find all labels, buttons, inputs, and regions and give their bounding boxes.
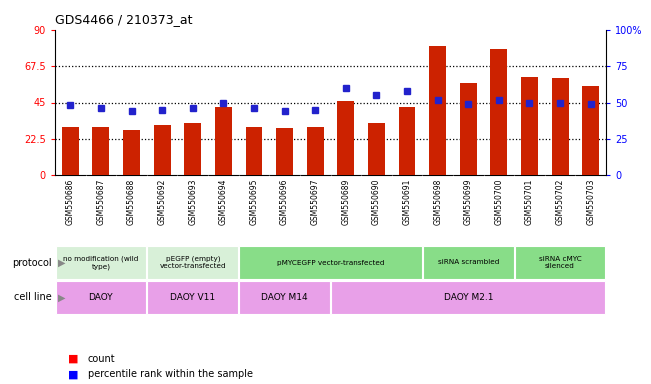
Bar [307, 127, 324, 175]
Bar [398, 108, 415, 175]
Text: GSM550689: GSM550689 [341, 179, 350, 225]
Text: percentile rank within the sample: percentile rank within the sample [87, 369, 253, 379]
Text: GSM550699: GSM550699 [464, 179, 473, 225]
Bar [123, 130, 140, 175]
Text: siRNA scrambled: siRNA scrambled [437, 260, 499, 265]
Text: ■: ■ [68, 354, 79, 364]
Text: DAOY V11: DAOY V11 [170, 293, 215, 302]
Bar [240, 246, 422, 279]
Bar [55, 281, 146, 314]
Text: GSM550686: GSM550686 [66, 179, 75, 225]
Bar [582, 86, 599, 175]
Bar [147, 281, 238, 314]
Bar [423, 246, 514, 279]
Text: GSM550703: GSM550703 [586, 179, 595, 225]
Bar [515, 246, 605, 279]
Bar [147, 246, 238, 279]
Bar [245, 127, 262, 175]
Text: DAOY M14: DAOY M14 [261, 293, 308, 302]
Bar [184, 123, 201, 175]
Bar [62, 127, 79, 175]
Text: GSM550697: GSM550697 [311, 179, 320, 225]
Text: DAOY M2.1: DAOY M2.1 [443, 293, 493, 302]
Text: GSM550695: GSM550695 [249, 179, 258, 225]
Text: siRNA cMYC
silenced: siRNA cMYC silenced [539, 256, 581, 269]
Text: GSM550688: GSM550688 [127, 179, 136, 225]
Text: GDS4466 / 210373_at: GDS4466 / 210373_at [55, 13, 193, 26]
Bar [490, 49, 507, 175]
Text: GSM550701: GSM550701 [525, 179, 534, 225]
Text: GSM550693: GSM550693 [188, 179, 197, 225]
Text: protocol: protocol [12, 258, 51, 268]
Bar [551, 78, 568, 175]
Text: cell line: cell line [14, 293, 51, 303]
Bar [337, 101, 354, 175]
Text: DAOY: DAOY [89, 293, 113, 302]
Text: GSM550690: GSM550690 [372, 179, 381, 225]
Text: GSM550692: GSM550692 [158, 179, 167, 225]
Text: pEGFP (empty)
vector-transfected: pEGFP (empty) vector-transfected [159, 256, 226, 269]
Bar [521, 77, 538, 175]
Bar [215, 108, 232, 175]
Text: no modification (wild
type): no modification (wild type) [63, 255, 139, 270]
Bar [154, 125, 171, 175]
Bar [429, 46, 446, 175]
Bar [276, 128, 293, 175]
Text: GSM550700: GSM550700 [494, 179, 503, 225]
Bar [240, 281, 330, 314]
Text: ▶: ▶ [58, 258, 66, 268]
Text: ■: ■ [68, 369, 79, 379]
Bar [368, 123, 385, 175]
Text: GSM550698: GSM550698 [433, 179, 442, 225]
Text: GSM550687: GSM550687 [96, 179, 105, 225]
Bar [460, 83, 477, 175]
Text: count: count [87, 354, 115, 364]
Text: GSM550696: GSM550696 [280, 179, 289, 225]
Bar [55, 246, 146, 279]
Text: pMYCEGFP vector-transfected: pMYCEGFP vector-transfected [277, 260, 384, 265]
Text: GSM550694: GSM550694 [219, 179, 228, 225]
Bar [331, 281, 605, 314]
Text: GSM550691: GSM550691 [402, 179, 411, 225]
Bar [92, 127, 109, 175]
Text: ▶: ▶ [58, 293, 66, 303]
Text: GSM550702: GSM550702 [555, 179, 564, 225]
